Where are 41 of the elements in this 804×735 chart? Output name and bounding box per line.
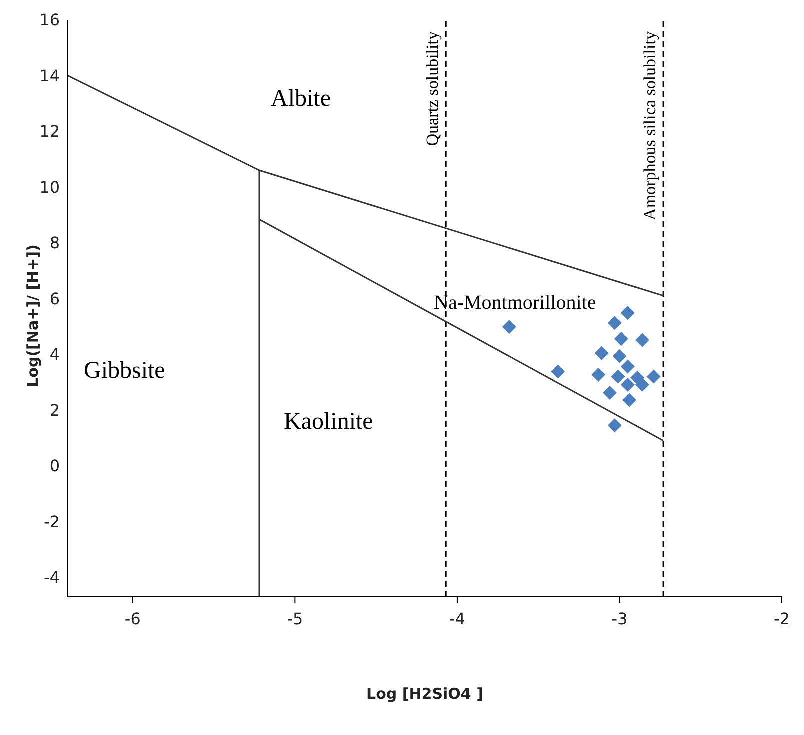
point <box>622 393 636 408</box>
point <box>614 332 628 346</box>
point <box>635 333 650 348</box>
ref-line-label: Amorphous silica solubility <box>640 31 660 220</box>
point <box>620 306 635 320</box>
point <box>602 386 617 400</box>
y-tick-label: -4 <box>44 568 60 588</box>
annotation: Gibbsite <box>84 358 166 384</box>
point <box>646 370 661 384</box>
annotation: Na-Montmorillonite <box>434 292 596 314</box>
point <box>611 370 626 384</box>
x-tick-label: -6 <box>124 609 141 628</box>
point <box>635 378 650 392</box>
y-tick-label: 0 <box>50 456 60 476</box>
point <box>612 349 627 364</box>
annotation: Albite <box>271 86 331 112</box>
y-tick-label: -2 <box>44 512 60 532</box>
y-tick-label: 14 <box>40 66 60 86</box>
y-tick-label: 12 <box>40 122 60 142</box>
point <box>620 378 635 392</box>
y-tick-label: 10 <box>40 178 60 197</box>
point <box>551 364 566 379</box>
point <box>502 320 516 334</box>
y-axis-title: Log([Na+]/ [H+]) <box>24 244 42 388</box>
point <box>594 346 609 360</box>
y-tick-label: 4 <box>50 345 60 364</box>
x-tick-label: -2 <box>774 609 790 628</box>
x-tick-label: -5 <box>287 609 304 628</box>
y-tick-label: 16 <box>40 10 60 30</box>
x-tick-label: -3 <box>612 609 628 628</box>
y-tick-label: 2 <box>50 400 60 420</box>
y-tick-label: 8 <box>50 234 60 253</box>
ref-line-label: Quartz solubility <box>423 31 442 146</box>
point <box>592 368 606 382</box>
point <box>620 360 635 374</box>
x-tick-label: -4 <box>449 609 466 628</box>
y-tick-label: 6 <box>50 289 60 308</box>
point <box>608 418 622 433</box>
x-axis-title: Log [H2SiO4 ] <box>366 685 484 703</box>
annotation: Kaolinite <box>284 409 374 435</box>
point <box>608 316 622 330</box>
